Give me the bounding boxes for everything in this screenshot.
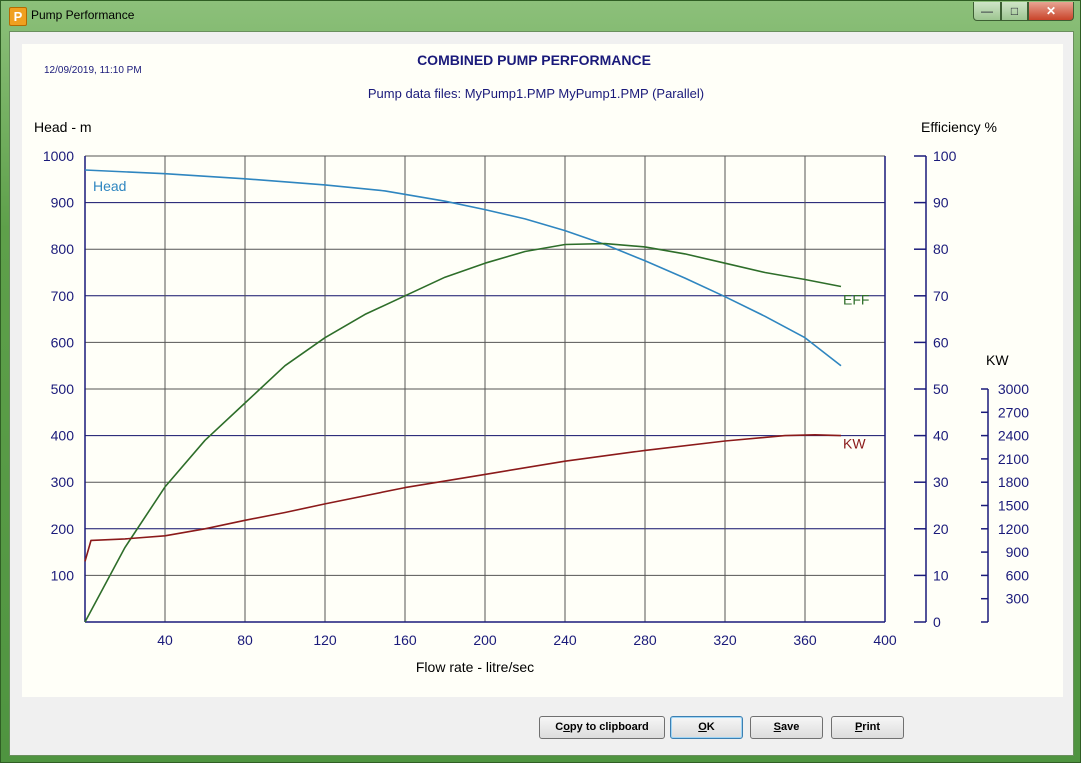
chart-timestamp: 12/09/2019, 11:10 PM [44, 65, 142, 76]
kw-tick-label: 3000 [998, 381, 1029, 397]
efficiency-tick-label: 30 [933, 474, 949, 490]
kw-tick-label: 300 [1006, 591, 1030, 607]
kw-tick-label: 1800 [998, 474, 1029, 490]
kw-tick-label: 1500 [998, 498, 1029, 514]
efficiency-tick-label: 0 [933, 614, 941, 630]
x-axis-label: Flow rate - litre/sec [416, 659, 534, 675]
window-title: Pump Performance [31, 8, 135, 22]
copy-label-accel: o [563, 721, 570, 733]
x-tick-label: 280 [633, 632, 657, 648]
efficiency-tick-label: 80 [933, 241, 949, 257]
kw-tick-label: 2100 [998, 451, 1029, 467]
performance-chart: 12/09/2019, 11:10 PM COMBINED PUMP PERFO… [34, 52, 1029, 675]
head-series-line [84, 169, 842, 367]
client-area: 12/09/2019, 11:10 PM COMBINED PUMP PERFO… [9, 31, 1074, 756]
close-button[interactable]: ✕ [1028, 2, 1074, 21]
efficiency-tick-label: 90 [933, 195, 949, 211]
head-tick-label: 900 [51, 195, 75, 211]
efficiency-axis-label: Efficiency % [921, 119, 997, 135]
efficiency-tick-label: 60 [933, 334, 949, 350]
efficiency-tick-label: 20 [933, 521, 949, 537]
ok-label-accel: O [698, 721, 707, 733]
eff-series-line [84, 242, 842, 623]
x-tick-label: 400 [873, 632, 897, 648]
efficiency-tick-label: 70 [933, 288, 949, 304]
eff-series-label: EFF [843, 291, 869, 307]
minimize-button[interactable]: — [973, 2, 1001, 21]
head-tick-label: 700 [51, 288, 75, 304]
kw-series-line [84, 434, 842, 562]
app-icon: P [9, 7, 27, 26]
efficiency-tick-label: 100 [933, 148, 957, 164]
copy-label-a: C [555, 721, 564, 733]
save-label-b: ave [780, 721, 800, 733]
chart-subtitle: Pump data files: MyPump1.PMP MyPump1.PMP… [368, 86, 704, 101]
copy-label-b: py to clipboard [569, 721, 649, 733]
head-series-label: Head [93, 178, 126, 194]
print-button[interactable]: Print [831, 716, 904, 739]
efficiency-tick-label: 50 [933, 381, 949, 397]
head-tick-label: 100 [51, 567, 75, 583]
x-tick-label: 200 [473, 632, 497, 648]
efficiency-tick-label: 40 [933, 428, 949, 444]
kw-series-label: KW [843, 436, 866, 452]
save-button[interactable]: Save [750, 716, 823, 739]
kw-tick-label: 900 [1006, 544, 1030, 560]
kw-tick-label: 2400 [998, 428, 1029, 444]
copy-to-clipboard-button[interactable]: Copy to clipboard [539, 716, 665, 739]
x-tick-label: 40 [157, 632, 173, 648]
x-tick-label: 360 [793, 632, 817, 648]
head-tick-label: 600 [51, 334, 75, 350]
kw-tick-label: 1200 [998, 521, 1029, 537]
chart-title: COMBINED PUMP PERFORMANCE [417, 52, 651, 68]
chart-panel: 12/09/2019, 11:10 PM COMBINED PUMP PERFO… [22, 44, 1063, 697]
head-tick-label: 1000 [43, 148, 74, 164]
print-label-accel: P [854, 721, 863, 733]
head-axis-label: Head - m [34, 119, 92, 135]
efficiency-tick-label: 10 [933, 567, 949, 583]
x-tick-label: 240 [553, 632, 577, 648]
print-label-b: rint [862, 721, 881, 733]
head-tick-label: 500 [51, 381, 75, 397]
save-label-accel: S [773, 721, 781, 733]
ok-label-b: K [706, 721, 715, 733]
title-bar[interactable]: P Pump Performance — □ ✕ [1, 1, 1080, 31]
maximize-button[interactable]: □ [1001, 2, 1028, 21]
head-tick-label: 200 [51, 521, 75, 537]
kw-axis-label: KW [986, 352, 1009, 368]
head-tick-label: 400 [51, 428, 75, 444]
x-tick-label: 80 [237, 632, 253, 648]
head-tick-label: 800 [51, 241, 75, 257]
kw-tick-label: 600 [1006, 567, 1030, 583]
ok-button[interactable]: OK [670, 716, 743, 739]
kw-tick-label: 2700 [998, 404, 1029, 420]
x-tick-label: 320 [713, 632, 737, 648]
x-tick-label: 120 [313, 632, 337, 648]
head-tick-label: 300 [51, 474, 75, 490]
x-tick-label: 160 [393, 632, 417, 648]
